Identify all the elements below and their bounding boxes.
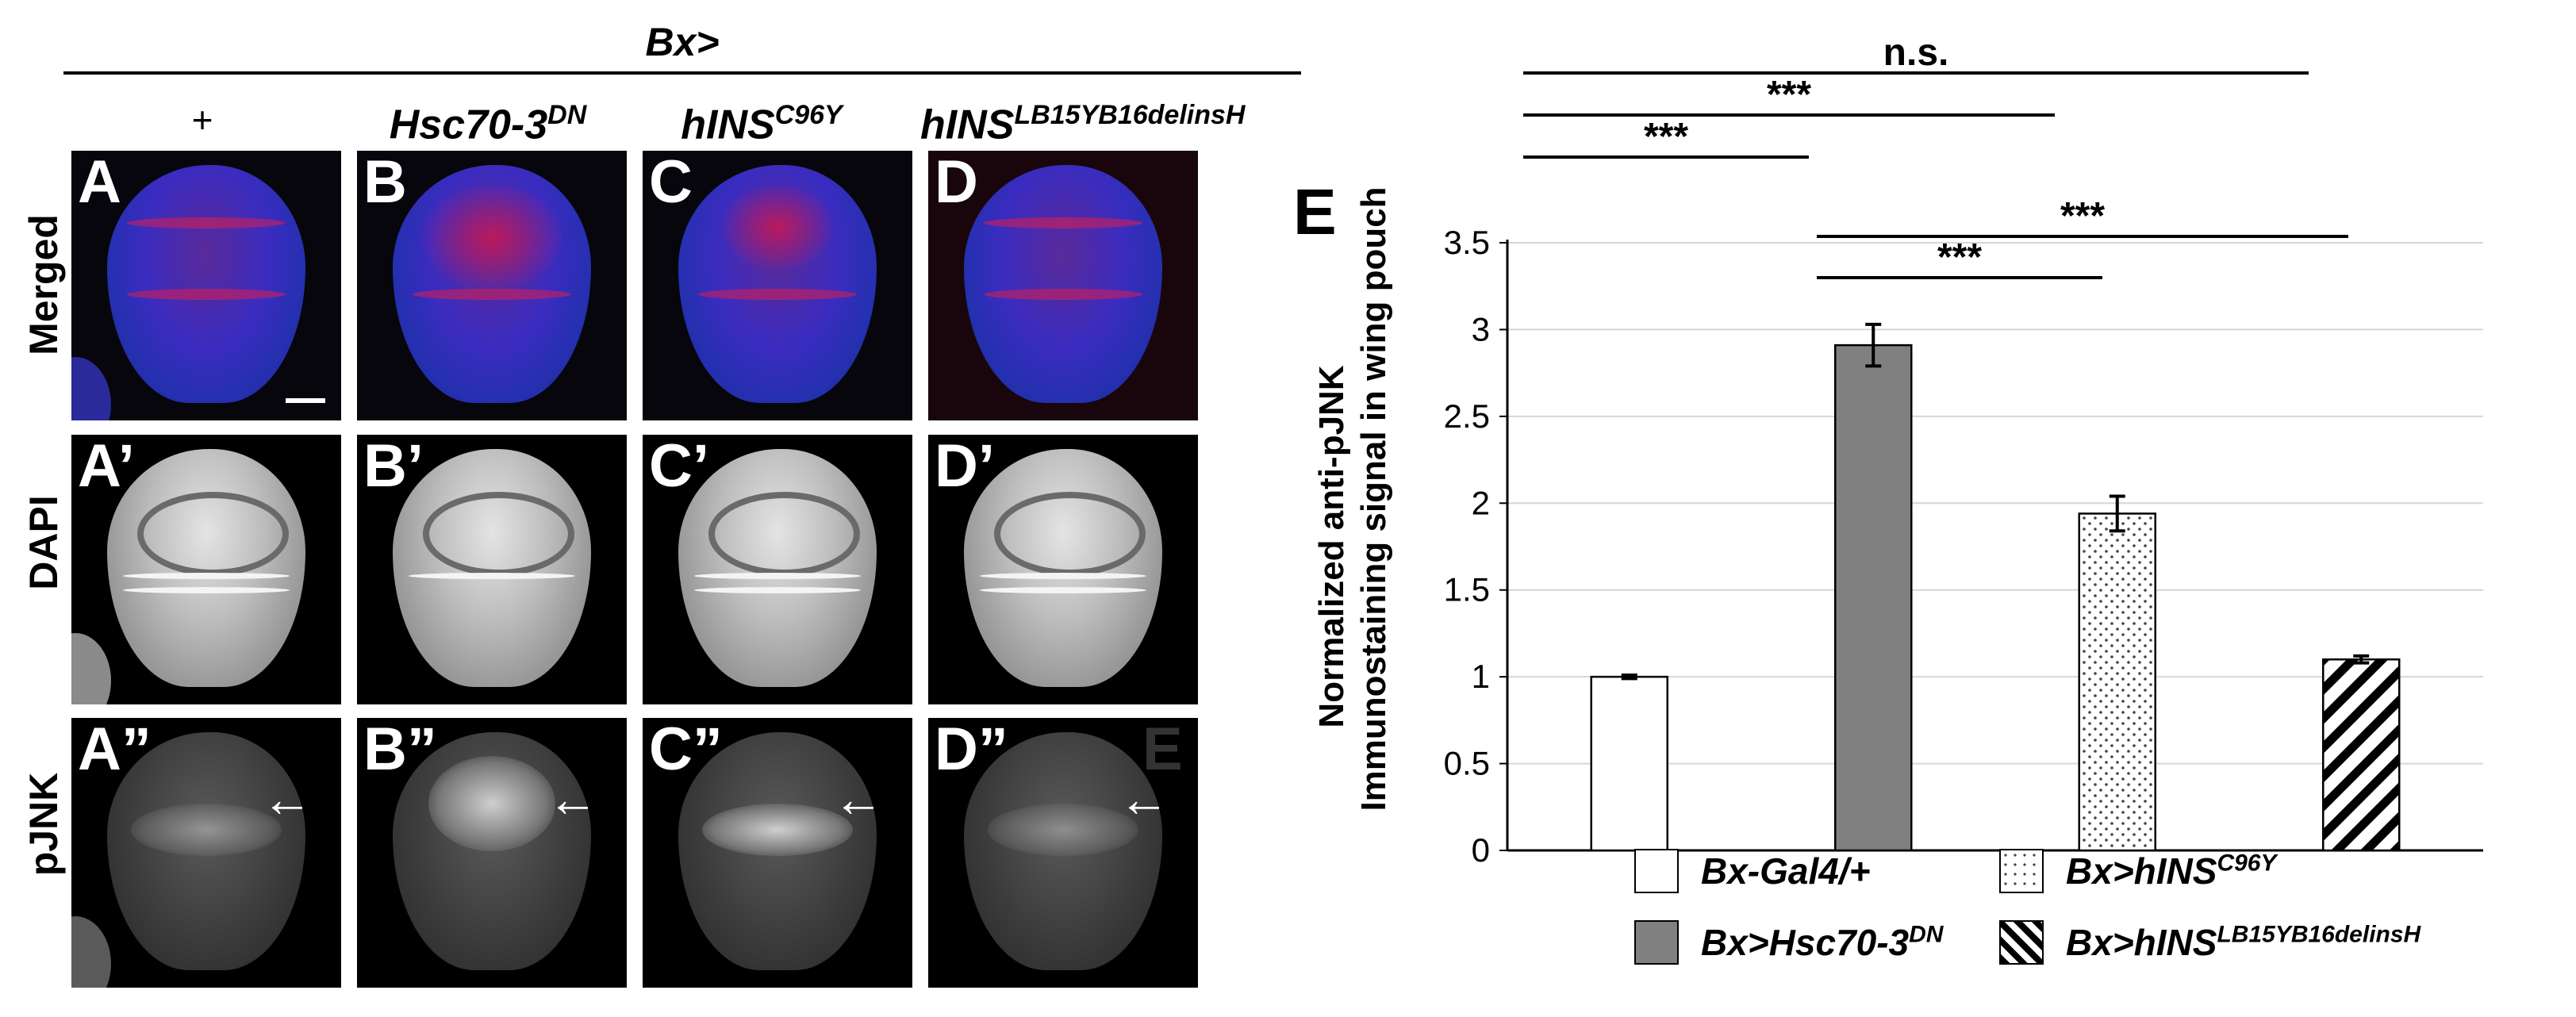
panel-letter: B — [363, 151, 407, 216]
bar — [2322, 658, 2401, 852]
significance-label: *** — [1767, 74, 1811, 116]
y-axis-label: Normalized anti-pJNK — [1312, 365, 1351, 727]
panel-letter: B’ — [363, 435, 424, 500]
panel-letter: B” — [363, 718, 437, 783]
panel-merged-a: A — [71, 151, 341, 420]
column-header-hins-lb15: hINSLB15YB16delinsH — [920, 102, 1301, 145]
column-header-hsc70: Hsc70-3DN — [341, 102, 635, 145]
wing-disc — [107, 165, 305, 403]
wing-disc — [964, 449, 1162, 687]
legend-item-hins-c96y: Bx>hINSC96Y — [1999, 849, 2277, 893]
column-header-hins-c96y: hINSC96Y — [627, 102, 896, 145]
y-tick-label: 3 — [1472, 310, 1490, 347]
arrow-icon: ← — [262, 770, 313, 827]
panel-letter: E — [1293, 176, 1337, 248]
column-label: hINS — [920, 102, 1015, 148]
bar-chart: E 0 0.5 1 1.5 2 2.5 3 3.5 Normalized anti-pJNK Imm… — [1293, 32, 2483, 869]
y-tick-label: 1 — [1472, 658, 1490, 695]
wing-disc — [678, 449, 877, 687]
panel-letter: D’ — [935, 435, 995, 500]
legend-item-control: Bx-Gal4/+ — [1634, 849, 1871, 893]
panel-letter: A’ — [78, 435, 135, 500]
panel-letter: D — [935, 151, 978, 216]
panel-letter: C — [649, 151, 693, 216]
panel-merged-d: D — [928, 151, 1198, 420]
panel-merged-b: B — [357, 151, 627, 420]
scale-bar — [286, 398, 325, 403]
legend-label: Bx>hINSLB15YB16delinsH — [2066, 921, 2421, 963]
wing-disc — [107, 449, 305, 687]
bar — [1834, 343, 1913, 852]
row-label-dapi: DAPI — [21, 495, 66, 590]
panel-pjnk-c: C” ← — [643, 718, 912, 988]
arrow-icon: ← — [547, 770, 598, 827]
significance-label: *** — [1937, 236, 1982, 278]
row-label-merged: Merged — [21, 214, 66, 355]
legend-swatch — [1999, 849, 2044, 893]
legend-label: Bx>hINSC96Y — [2066, 850, 2277, 892]
panel-dapi-c: C’ — [643, 435, 912, 704]
column-label-sup: LB15YB16delinsH — [1014, 100, 1246, 130]
bar — [1590, 675, 1668, 852]
bar — [2078, 512, 2156, 852]
legend-label: Bx-Gal4/+ — [1701, 850, 1871, 892]
significance-label: n.s. — [1883, 32, 1949, 74]
panel-letter: C” — [649, 718, 723, 783]
panel-pjnk-a: A” ← — [71, 718, 341, 988]
legend-swatch — [1634, 849, 1679, 893]
y-tick-label: 3.5 — [1444, 224, 1490, 261]
column-header-wildtype: + — [75, 102, 329, 138]
wing-disc — [678, 165, 877, 403]
wing-disc — [393, 165, 591, 403]
row-label-pjnk: pJNK — [21, 772, 66, 877]
panel-pjnk-d: D” E ← — [928, 718, 1198, 988]
legend-item-hins-lb15: Bx>hINSLB15YB16delinsH — [1999, 920, 2421, 965]
wing-disc — [107, 732, 305, 970]
legend-swatch — [1999, 920, 2044, 965]
arrow-icon: ← — [833, 770, 884, 827]
significance-label: *** — [2060, 195, 2105, 237]
legend-item-hsc70: Bx>Hsc70-3DN — [1634, 920, 1943, 965]
panel-dapi-d: D’ — [928, 435, 1198, 704]
column-label-sup: DN — [547, 100, 587, 130]
panel-dapi-a: A’ — [71, 435, 341, 704]
wing-disc — [393, 449, 591, 687]
panel-letter: C’ — [649, 435, 709, 500]
column-label: hINS — [681, 102, 775, 148]
wing-disc — [678, 732, 877, 970]
y-tick-label: 2.5 — [1444, 397, 1490, 435]
arrow-icon: ← — [1119, 770, 1169, 827]
panel-letter: D” — [935, 718, 1008, 783]
y-tick-label: 2 — [1472, 484, 1490, 521]
y-tick-label: 0 — [1472, 831, 1490, 869]
legend-swatch — [1634, 920, 1679, 965]
column-label-sup: C96Y — [774, 100, 843, 130]
wing-disc — [964, 165, 1162, 403]
panel-pjnk-b: B” ← — [357, 718, 627, 988]
legend-label: Bx>Hsc70-3DN — [1701, 921, 1944, 963]
header-rule — [63, 71, 1301, 75]
genotype-header: Bx> — [645, 20, 720, 64]
wing-disc — [393, 732, 591, 970]
panel-letter: A — [78, 151, 121, 216]
column-label: Hsc70-3 — [389, 102, 548, 148]
y-axis-label: Immunostaining signal in wing pouch — [1354, 186, 1393, 811]
stray-panel-letter: E — [1142, 718, 1183, 783]
panel-dapi-b: B’ — [357, 435, 627, 704]
panel-letter: A” — [78, 718, 152, 783]
significance-label: *** — [1644, 116, 1688, 158]
column-label: + — [191, 99, 213, 140]
panel-merged-c: C — [643, 151, 912, 420]
wing-disc — [964, 732, 1162, 970]
y-tick-label: 1.5 — [1444, 571, 1490, 608]
y-tick-label: 0.5 — [1444, 745, 1490, 782]
